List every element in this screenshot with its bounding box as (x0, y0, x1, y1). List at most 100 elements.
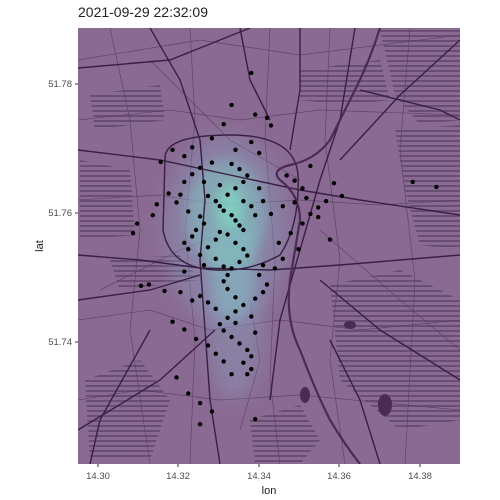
data-point (272, 266, 278, 271)
data-point (237, 259, 242, 265)
data-point (178, 290, 183, 295)
data-point (308, 163, 313, 169)
data-point (249, 354, 254, 359)
data-point (260, 263, 266, 268)
data-point (233, 309, 238, 314)
data-point (217, 322, 222, 327)
data-point (221, 208, 226, 213)
data-point (260, 198, 266, 204)
data-point (190, 234, 195, 239)
data-point (162, 288, 167, 294)
data-point (241, 302, 246, 308)
data-point (130, 231, 136, 236)
data-point (205, 300, 211, 305)
y-axis-title: lat (34, 240, 46, 252)
data-point (182, 240, 187, 245)
data-point (154, 202, 159, 207)
data-point (213, 306, 218, 311)
minor-streets (78, 28, 460, 464)
data-point (146, 282, 152, 287)
data-point (249, 366, 254, 372)
data-point (221, 328, 226, 333)
data-point (205, 245, 211, 250)
x-tick-label: 14.34 (247, 471, 271, 482)
data-point (253, 213, 258, 218)
data-point (174, 200, 179, 205)
data-point (327, 237, 333, 242)
data-point (186, 247, 191, 252)
data-point (241, 227, 246, 233)
x-tick-label: 14.32 (166, 471, 190, 482)
data-point (150, 213, 155, 218)
data-point (233, 295, 238, 300)
data-point (257, 150, 262, 156)
data-point (186, 209, 191, 214)
data-point (229, 161, 234, 167)
data-point (245, 347, 250, 353)
data-point (296, 247, 301, 252)
data-point (213, 198, 218, 204)
data-point (190, 298, 195, 303)
data-point (201, 263, 207, 268)
x-tick-label: 14.36 (327, 471, 351, 482)
data-point (134, 221, 140, 226)
data-point (284, 173, 289, 178)
data-point (304, 195, 309, 201)
data-point (280, 204, 285, 209)
data-point (213, 256, 218, 261)
data-point (308, 211, 313, 217)
data-point (197, 252, 203, 258)
data-point (182, 269, 187, 274)
data-point (280, 256, 285, 261)
data-point (253, 330, 258, 335)
data-point (197, 400, 203, 406)
data-point (323, 198, 329, 204)
data-point (158, 159, 163, 165)
data-point (233, 218, 238, 223)
data-point (253, 416, 258, 422)
data-point (245, 253, 250, 258)
y-tick-label: 51.78 (48, 79, 72, 90)
data-point (174, 375, 179, 380)
data-point (170, 319, 175, 324)
data-point (241, 179, 246, 185)
plot-title: 2021-09-29 22:32:09 (78, 4, 208, 20)
data-point (225, 286, 230, 292)
data-point (197, 214, 203, 219)
data-point (253, 296, 258, 301)
density-overlay (164, 135, 288, 400)
data-point (209, 409, 215, 414)
data-point (197, 293, 203, 299)
data-point (253, 112, 258, 117)
data-point (201, 221, 207, 226)
axes: 14.30 14.32 14.34 14.36 14.38 51.78 51.7… (34, 79, 432, 497)
data-point (217, 229, 222, 235)
data-point (245, 372, 250, 377)
data-point (197, 165, 203, 170)
data-point (166, 191, 171, 196)
data-point (249, 70, 254, 76)
data-point (410, 179, 415, 185)
data-point (186, 391, 191, 396)
data-point (300, 186, 305, 191)
data-point (225, 315, 230, 320)
data-point (213, 351, 218, 356)
data-point (233, 320, 238, 326)
data-point (229, 213, 234, 218)
y-axis-ticks: 51.78 51.76 51.74 (48, 79, 78, 348)
data-point (241, 247, 246, 252)
data-point (229, 334, 234, 340)
data-point (225, 232, 230, 237)
data-point (178, 192, 183, 197)
data-point (245, 173, 250, 178)
data-point (241, 198, 246, 204)
data-point (138, 283, 144, 288)
data-point (221, 359, 226, 364)
data-point (339, 193, 345, 199)
data-point (241, 360, 246, 365)
y-tick-label: 51.74 (48, 337, 72, 348)
data-point (237, 341, 242, 346)
data-point (190, 145, 195, 150)
data-point (434, 184, 439, 190)
